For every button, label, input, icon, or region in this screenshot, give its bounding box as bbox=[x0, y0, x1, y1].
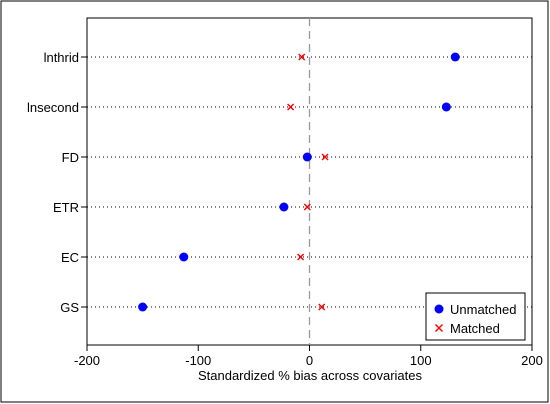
legend-box bbox=[425, 292, 526, 341]
point-matched-FD bbox=[321, 153, 329, 161]
y-tick-label-ETR: ETR bbox=[53, 200, 79, 215]
y-tick-label-EC: EC bbox=[61, 250, 79, 265]
point-matched-GS bbox=[318, 303, 326, 311]
point-matched-EC bbox=[297, 253, 305, 261]
y-tick-labels: lnthrid lnsecond FD ETR EC GS bbox=[27, 50, 87, 315]
point-unmatched-GS bbox=[138, 302, 148, 312]
point-unmatched-ETR bbox=[279, 202, 289, 212]
x-axis: -200 -100 0 100 200 bbox=[74, 345, 543, 368]
legend-matched-label: Matched bbox=[450, 321, 500, 336]
y-tick-label-lnthrid: lnthrid bbox=[44, 50, 79, 65]
point-unmatched-lnthrid bbox=[450, 52, 460, 62]
legend-unmatched-label: Unmatched bbox=[450, 302, 516, 317]
legend: Unmatched Matched bbox=[425, 292, 526, 341]
point-unmatched-FD bbox=[302, 152, 312, 162]
legend-matched-marker bbox=[435, 324, 443, 332]
y-tick-label-FD: FD bbox=[62, 150, 79, 165]
x-tick-label: -100 bbox=[185, 353, 211, 368]
data-marks bbox=[138, 52, 460, 312]
point-unmatched-lnsecond bbox=[441, 102, 451, 112]
y-tick-label-GS: GS bbox=[60, 300, 79, 315]
point-matched-lnthrid bbox=[298, 53, 306, 61]
point-matched-lnsecond bbox=[287, 103, 295, 111]
legend-unmatched-marker bbox=[434, 304, 444, 314]
point-matched-ETR bbox=[303, 203, 311, 211]
x-tick-label: 0 bbox=[306, 353, 313, 368]
x-tick-label: -200 bbox=[74, 353, 100, 368]
y-tick-label-lnsecond: lnsecond bbox=[27, 100, 79, 115]
x-axis-title: Standardized % bias across covariates bbox=[198, 368, 423, 383]
point-unmatched-EC bbox=[179, 252, 189, 262]
x-tick-label: 200 bbox=[521, 353, 543, 368]
x-tick-label: 100 bbox=[410, 353, 432, 368]
